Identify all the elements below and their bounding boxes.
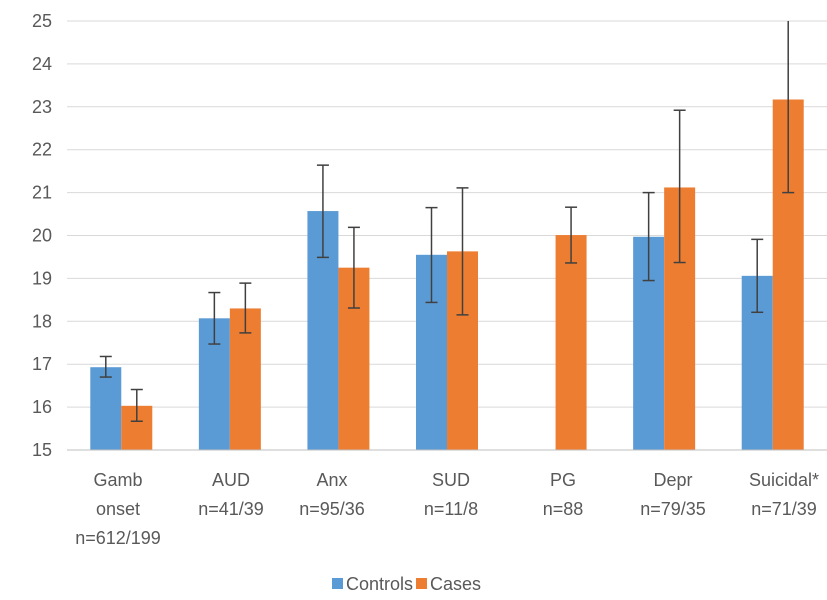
category-label: Anx (316, 470, 347, 490)
category-label: onset (96, 499, 140, 519)
category-label: n=95/36 (299, 499, 365, 519)
grid-lines (67, 20, 827, 408)
legend-swatch-cases (416, 578, 427, 589)
bar-cases-4 (555, 235, 587, 450)
y-axis-tick-labels: 15 16 17 18 19 20 21 22 23 24 25 (32, 11, 52, 460)
y-tick-label: 16 (32, 397, 52, 417)
legend-label-controls: Controls (346, 574, 413, 594)
category-label: Depr (653, 470, 692, 490)
y-tick-label: 17 (32, 354, 52, 374)
legend: Controls Cases (332, 574, 481, 594)
y-tick-label: 19 (32, 268, 52, 288)
category-label: SUD (432, 470, 470, 490)
y-tick-label: 18 (32, 311, 52, 331)
y-tick-label: 24 (32, 54, 52, 74)
y-tick-label: 21 (32, 183, 52, 203)
bar-controls-0 (90, 367, 122, 450)
bars (90, 99, 804, 451)
legend-label-cases: Cases (430, 574, 481, 594)
category-label: n=88 (543, 499, 584, 519)
category-label: n=612/199 (75, 528, 161, 548)
category-label: Suicidal* (749, 470, 819, 490)
category-labels: Gamb onset n=612/199 AUD n=41/39 Anx n=95/36 SU… (75, 470, 819, 548)
category-label: n=71/39 (751, 499, 817, 519)
category-label: n=11/8 (424, 499, 478, 519)
category-label: Gamb (93, 470, 142, 490)
error-bars (99, 21, 795, 423)
category-label: n=41/39 (198, 499, 264, 519)
category-label: n=79/35 (640, 499, 706, 519)
y-tick-label: 25 (32, 11, 52, 31)
y-tick-label: 20 (32, 226, 52, 246)
category-label: AUD (212, 470, 250, 490)
category-label: PG (550, 470, 576, 490)
legend-swatch-controls (332, 578, 343, 589)
y-tick-label: 15 (32, 440, 52, 460)
y-tick-label: 23 (32, 97, 52, 117)
y-tick-label: 22 (32, 140, 52, 160)
